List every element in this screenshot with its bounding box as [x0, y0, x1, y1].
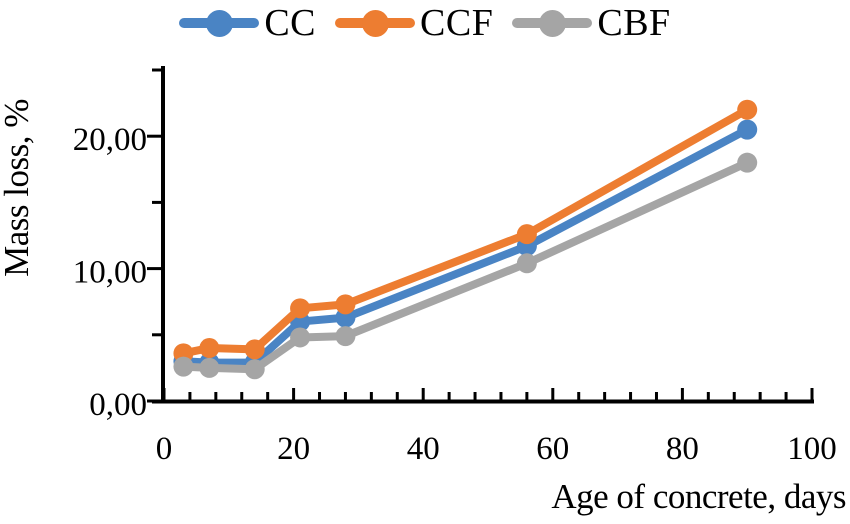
data-point-cbf	[335, 326, 356, 347]
data-point-ccf	[244, 339, 265, 360]
y-tick-label: 20,00	[73, 122, 147, 158]
chart-legend: CC CCF CBF	[0, 0, 850, 46]
data-point-cbf	[173, 356, 194, 377]
x-tick-label: 80	[666, 431, 699, 467]
data-point-cbf	[199, 357, 220, 378]
legend-dot-cc	[205, 9, 233, 37]
legend-marker-ccf-icon	[335, 8, 416, 38]
legend-marker-cbf-icon	[512, 8, 593, 38]
legend-item-cbf: CBF	[512, 4, 670, 42]
series-line-cc	[179, 125, 752, 367]
legend-label-cc: CC	[264, 2, 317, 44]
data-point-cbf	[290, 327, 311, 348]
data-point-cbf	[516, 253, 537, 274]
x-tick-label: 40	[407, 431, 440, 467]
legend-label-cbf: CBF	[597, 2, 671, 44]
series-line-ccf	[179, 105, 752, 358]
data-point-ccf	[335, 294, 356, 315]
data-point-ccf	[199, 338, 220, 359]
x-axis-title: Age of concrete, days	[551, 477, 846, 516]
x-tick-label: 100	[787, 431, 837, 467]
x-tick-label: 0	[156, 431, 173, 467]
legend-dot-cbf	[538, 9, 566, 37]
data-point-cc	[737, 119, 758, 140]
data-point-cbf	[244, 359, 265, 380]
data-point-ccf	[737, 99, 758, 120]
data-point-ccf	[290, 298, 311, 319]
legend-item-cc: CC	[179, 4, 316, 42]
legend-label-ccf: CCF	[420, 2, 494, 44]
y-tick-label: 0,00	[89, 387, 147, 423]
x-tick-label: 60	[536, 431, 569, 467]
legend-dot-ccf	[361, 9, 389, 37]
data-point-ccf	[516, 224, 537, 245]
data-point-cbf	[737, 152, 758, 173]
legend-item-ccf: CCF	[335, 4, 493, 42]
x-tick-label: 20	[277, 431, 310, 467]
y-tick-label: 10,00	[73, 255, 147, 291]
legend-marker-cc-icon	[179, 8, 260, 38]
